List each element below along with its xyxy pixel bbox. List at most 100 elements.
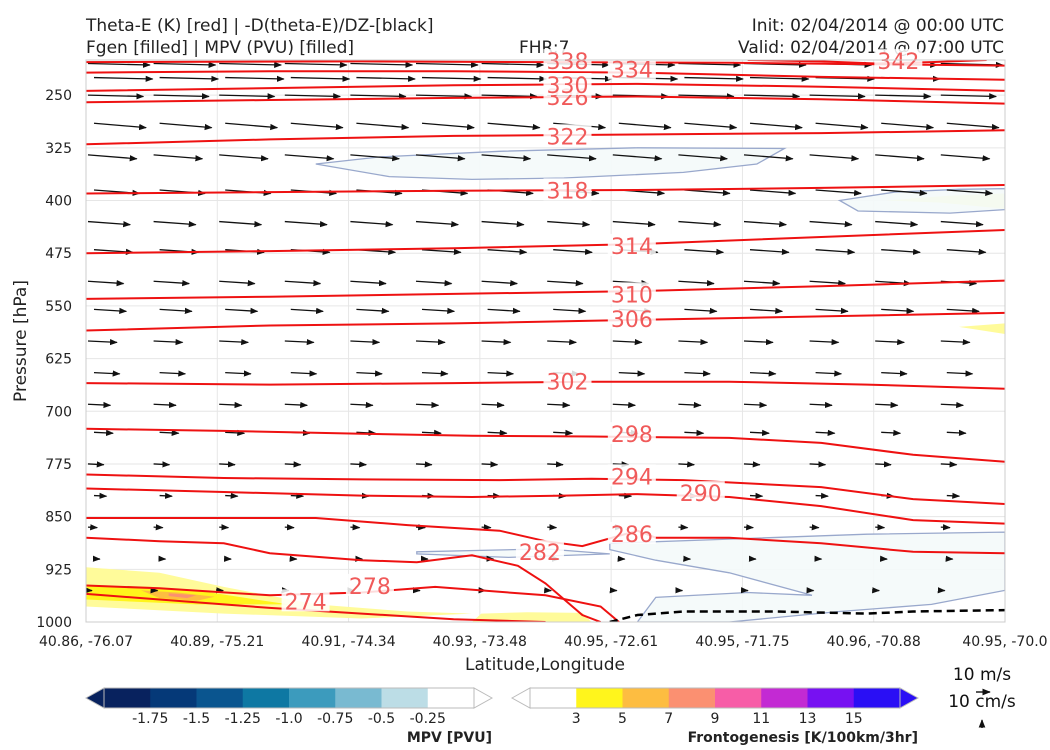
wind-vector <box>225 370 252 377</box>
wind-vector <box>284 461 302 468</box>
wind-vector <box>547 154 597 162</box>
wind-vector <box>219 154 269 162</box>
wind-vector <box>481 154 532 162</box>
theta-e-contour <box>86 517 1005 555</box>
wind-vector <box>290 122 344 131</box>
theta-e-label: 306 <box>611 308 653 333</box>
wind-vector <box>612 154 663 162</box>
wind-vector <box>547 280 584 287</box>
y-tick-labels: 250 325 400 475 550 625 700 775 850 925 1000 <box>36 88 72 631</box>
wind-vector <box>421 307 456 315</box>
wind-vector <box>946 429 967 437</box>
wind-vector <box>225 122 279 131</box>
colorbar-swatch <box>715 688 762 708</box>
frontogenesis-colorbar: 3 5 7 9 11 13 15 <box>510 687 920 727</box>
wind-vector <box>749 189 797 197</box>
x-tick-label: 40.86, -76.07 <box>39 634 133 650</box>
wind-vector <box>284 93 341 100</box>
wind-vector <box>87 93 145 100</box>
wind-vector <box>421 370 449 377</box>
wind-vector <box>481 93 538 100</box>
contour-label-bg <box>607 282 656 305</box>
wind-vector <box>93 492 108 499</box>
wind-vector <box>618 370 646 377</box>
x-tick-label: 40.95, -72.61 <box>564 634 658 650</box>
wind-vector <box>684 307 718 315</box>
wind-vector <box>481 461 499 468</box>
wind-vector <box>809 280 846 287</box>
frontogenesis-region <box>168 593 197 599</box>
wind-vector <box>87 61 151 68</box>
y-tick-label: 550 <box>45 299 72 315</box>
wind-vector <box>809 401 833 409</box>
wind-vector <box>749 370 777 377</box>
theta-e-contour <box>86 229 1005 255</box>
wind-vector <box>881 307 915 315</box>
wind-vector <box>547 401 571 409</box>
theta-e-label: 342 <box>877 50 919 75</box>
y-tick-label: 325 <box>45 141 72 157</box>
init-time: Init: 02/04/2014 @ 00:00 UTC <box>752 16 1004 36</box>
wind-vector <box>415 93 473 100</box>
wind-vector <box>356 122 410 131</box>
theta-e-contour <box>86 279 1005 300</box>
wind-vector <box>415 154 466 162</box>
wind-vector <box>946 492 961 499</box>
wind-vector <box>749 492 764 499</box>
wind-vector <box>684 429 705 437</box>
colorbar-tick-label: 7 <box>664 711 673 727</box>
wind-vector <box>481 220 525 228</box>
wind-vector <box>481 280 518 287</box>
wind-vector <box>940 220 984 228</box>
x-tick-label: 40.95, -71.75 <box>695 634 789 650</box>
x-tick-label: 40.91, -74.34 <box>302 634 396 650</box>
wind-vector <box>421 429 442 437</box>
contour-label-bg <box>515 540 564 563</box>
wind-vector <box>946 248 987 255</box>
y-tick-label: 925 <box>45 562 72 578</box>
wind-vector <box>881 248 921 255</box>
wind-vector <box>678 280 715 287</box>
colorbar-swatch <box>289 688 336 708</box>
wind-vector <box>87 461 105 468</box>
colorbar-tick-label: 13 <box>799 711 817 727</box>
wind-vector <box>875 93 932 100</box>
wind-vector <box>612 401 636 409</box>
wind-vector <box>618 122 672 131</box>
wind-vector <box>356 370 383 377</box>
wind-vector <box>93 307 128 315</box>
theta-e-label: 318 <box>547 179 589 204</box>
wind-vector <box>815 122 869 131</box>
wind-vector <box>159 307 193 315</box>
colorbar-swatch <box>530 688 577 708</box>
wind-vector <box>350 93 407 100</box>
theta-e-label: 290 <box>680 482 722 507</box>
contour-label-bg <box>543 72 592 95</box>
wind-vector <box>553 307 587 315</box>
wind-vector <box>881 429 902 437</box>
theta-e-label: 286 <box>611 523 653 548</box>
y-axis-label: Pressure [hPa] <box>11 280 31 402</box>
frontogenesis-region <box>472 612 592 622</box>
wind-vector <box>87 401 112 409</box>
wind-vector <box>678 338 709 346</box>
wind-vector <box>487 248 528 255</box>
wind-vector <box>153 338 184 346</box>
colorbar-swatch <box>807 688 855 708</box>
wind-vector <box>290 307 324 315</box>
colorbar-extend-left <box>84 687 105 709</box>
wind-vector <box>159 75 220 82</box>
wind-vector <box>678 154 728 162</box>
frontogenesis-region <box>959 323 1005 334</box>
wind-vector <box>749 122 803 131</box>
contour-label-bg <box>607 464 656 487</box>
wind-vector <box>815 189 862 197</box>
chart-title-line1: Theta-E (K) [red] | -D(theta-E)/DZ-[blac… <box>85 16 434 36</box>
wind-vector <box>946 370 974 377</box>
wind-vector <box>350 280 387 287</box>
wind-vector <box>618 492 633 499</box>
wind-vector <box>350 154 400 162</box>
reference-horizontal-label: 10 m/s <box>953 665 1011 685</box>
theta-e-label: 282 <box>519 541 561 566</box>
